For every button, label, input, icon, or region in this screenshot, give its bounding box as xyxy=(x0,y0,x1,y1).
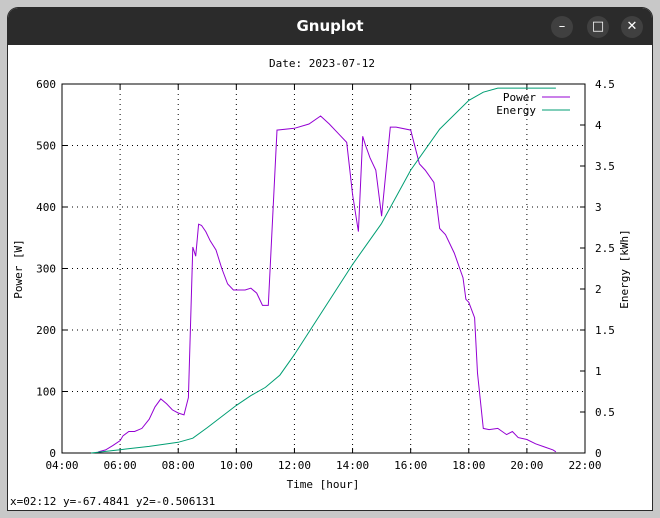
y2-tick-label: 4 xyxy=(595,119,602,132)
maximize-icon: □ xyxy=(591,19,605,34)
x-tick-label: 08:00 xyxy=(162,459,195,472)
y2-tick-label: 4.5 xyxy=(595,78,615,91)
title-bar[interactable]: Gnuplot – □ ✕ xyxy=(8,8,652,45)
y2-axis-label: Energy [kWh] xyxy=(618,229,631,308)
power-series-line xyxy=(98,115,557,453)
x-tick-label: 16:00 xyxy=(394,459,427,472)
y2-tick-label: 2.5 xyxy=(595,242,615,255)
chart-title: Date: 2023-07-12 xyxy=(269,57,375,70)
x-tick-label: 14:00 xyxy=(336,459,369,472)
y2-tick-label: 1 xyxy=(595,365,602,378)
energy-series-line xyxy=(91,87,556,454)
y2-tick-label: 2 xyxy=(595,283,602,296)
x-tick-label: 22:00 xyxy=(568,459,601,472)
y-tick-label: 100 xyxy=(36,386,56,399)
cursor-readout: x=02:12 y=-67.4841 y2=-0.506131 xyxy=(10,495,216,508)
x-tick-label: 18:00 xyxy=(452,459,485,472)
y-tick-label: 600 xyxy=(36,78,56,91)
y-tick-label: 400 xyxy=(36,201,56,214)
minimize-icon: – xyxy=(558,19,566,34)
close-icon: ✕ xyxy=(626,19,638,34)
x-axis-label: Time [hour] xyxy=(287,478,360,491)
plot-canvas[interactable]: Date: 2023-07-12 04:00 06:00 08:00 10:00 12:… xyxy=(8,45,652,510)
x-tick-label: 10:00 xyxy=(220,459,253,472)
maximize-button[interactable]: □ xyxy=(587,16,609,38)
y-tick-label: 200 xyxy=(36,324,56,337)
chart[interactable]: Date: 2023-07-12 04:00 06:00 08:00 10:00 12:… xyxy=(8,45,652,510)
y2-tick-label: 1.5 xyxy=(595,324,615,337)
window-title: Gnuplot xyxy=(296,17,364,35)
x-tick-label: 04:00 xyxy=(45,459,78,472)
minimize-button[interactable]: – xyxy=(551,16,573,38)
legend-label-energy: Energy xyxy=(496,104,536,117)
legend-label-power: Power xyxy=(503,91,536,104)
y-tick-label: 0 xyxy=(49,447,56,460)
y2-tick-label: 0.5 xyxy=(595,406,615,419)
x-tick-label: 20:00 xyxy=(510,459,543,472)
y2-tick-label: 3 xyxy=(595,201,602,214)
y-axis-label: Power [W] xyxy=(12,239,25,299)
x-tick-label: 12:00 xyxy=(278,459,311,472)
y2-tick-label: 0 xyxy=(595,447,602,460)
gnuplot-window: Gnuplot – □ ✕ Date: 2023-07-12 04:00 06:0… xyxy=(8,8,652,510)
y-tick-label: 300 xyxy=(36,263,56,276)
close-button[interactable]: ✕ xyxy=(621,16,643,38)
x-tick-label: 06:00 xyxy=(104,459,137,472)
plot-frame xyxy=(61,83,586,454)
y-tick-label: 500 xyxy=(36,140,56,153)
y2-tick-label: 3.5 xyxy=(595,160,615,173)
